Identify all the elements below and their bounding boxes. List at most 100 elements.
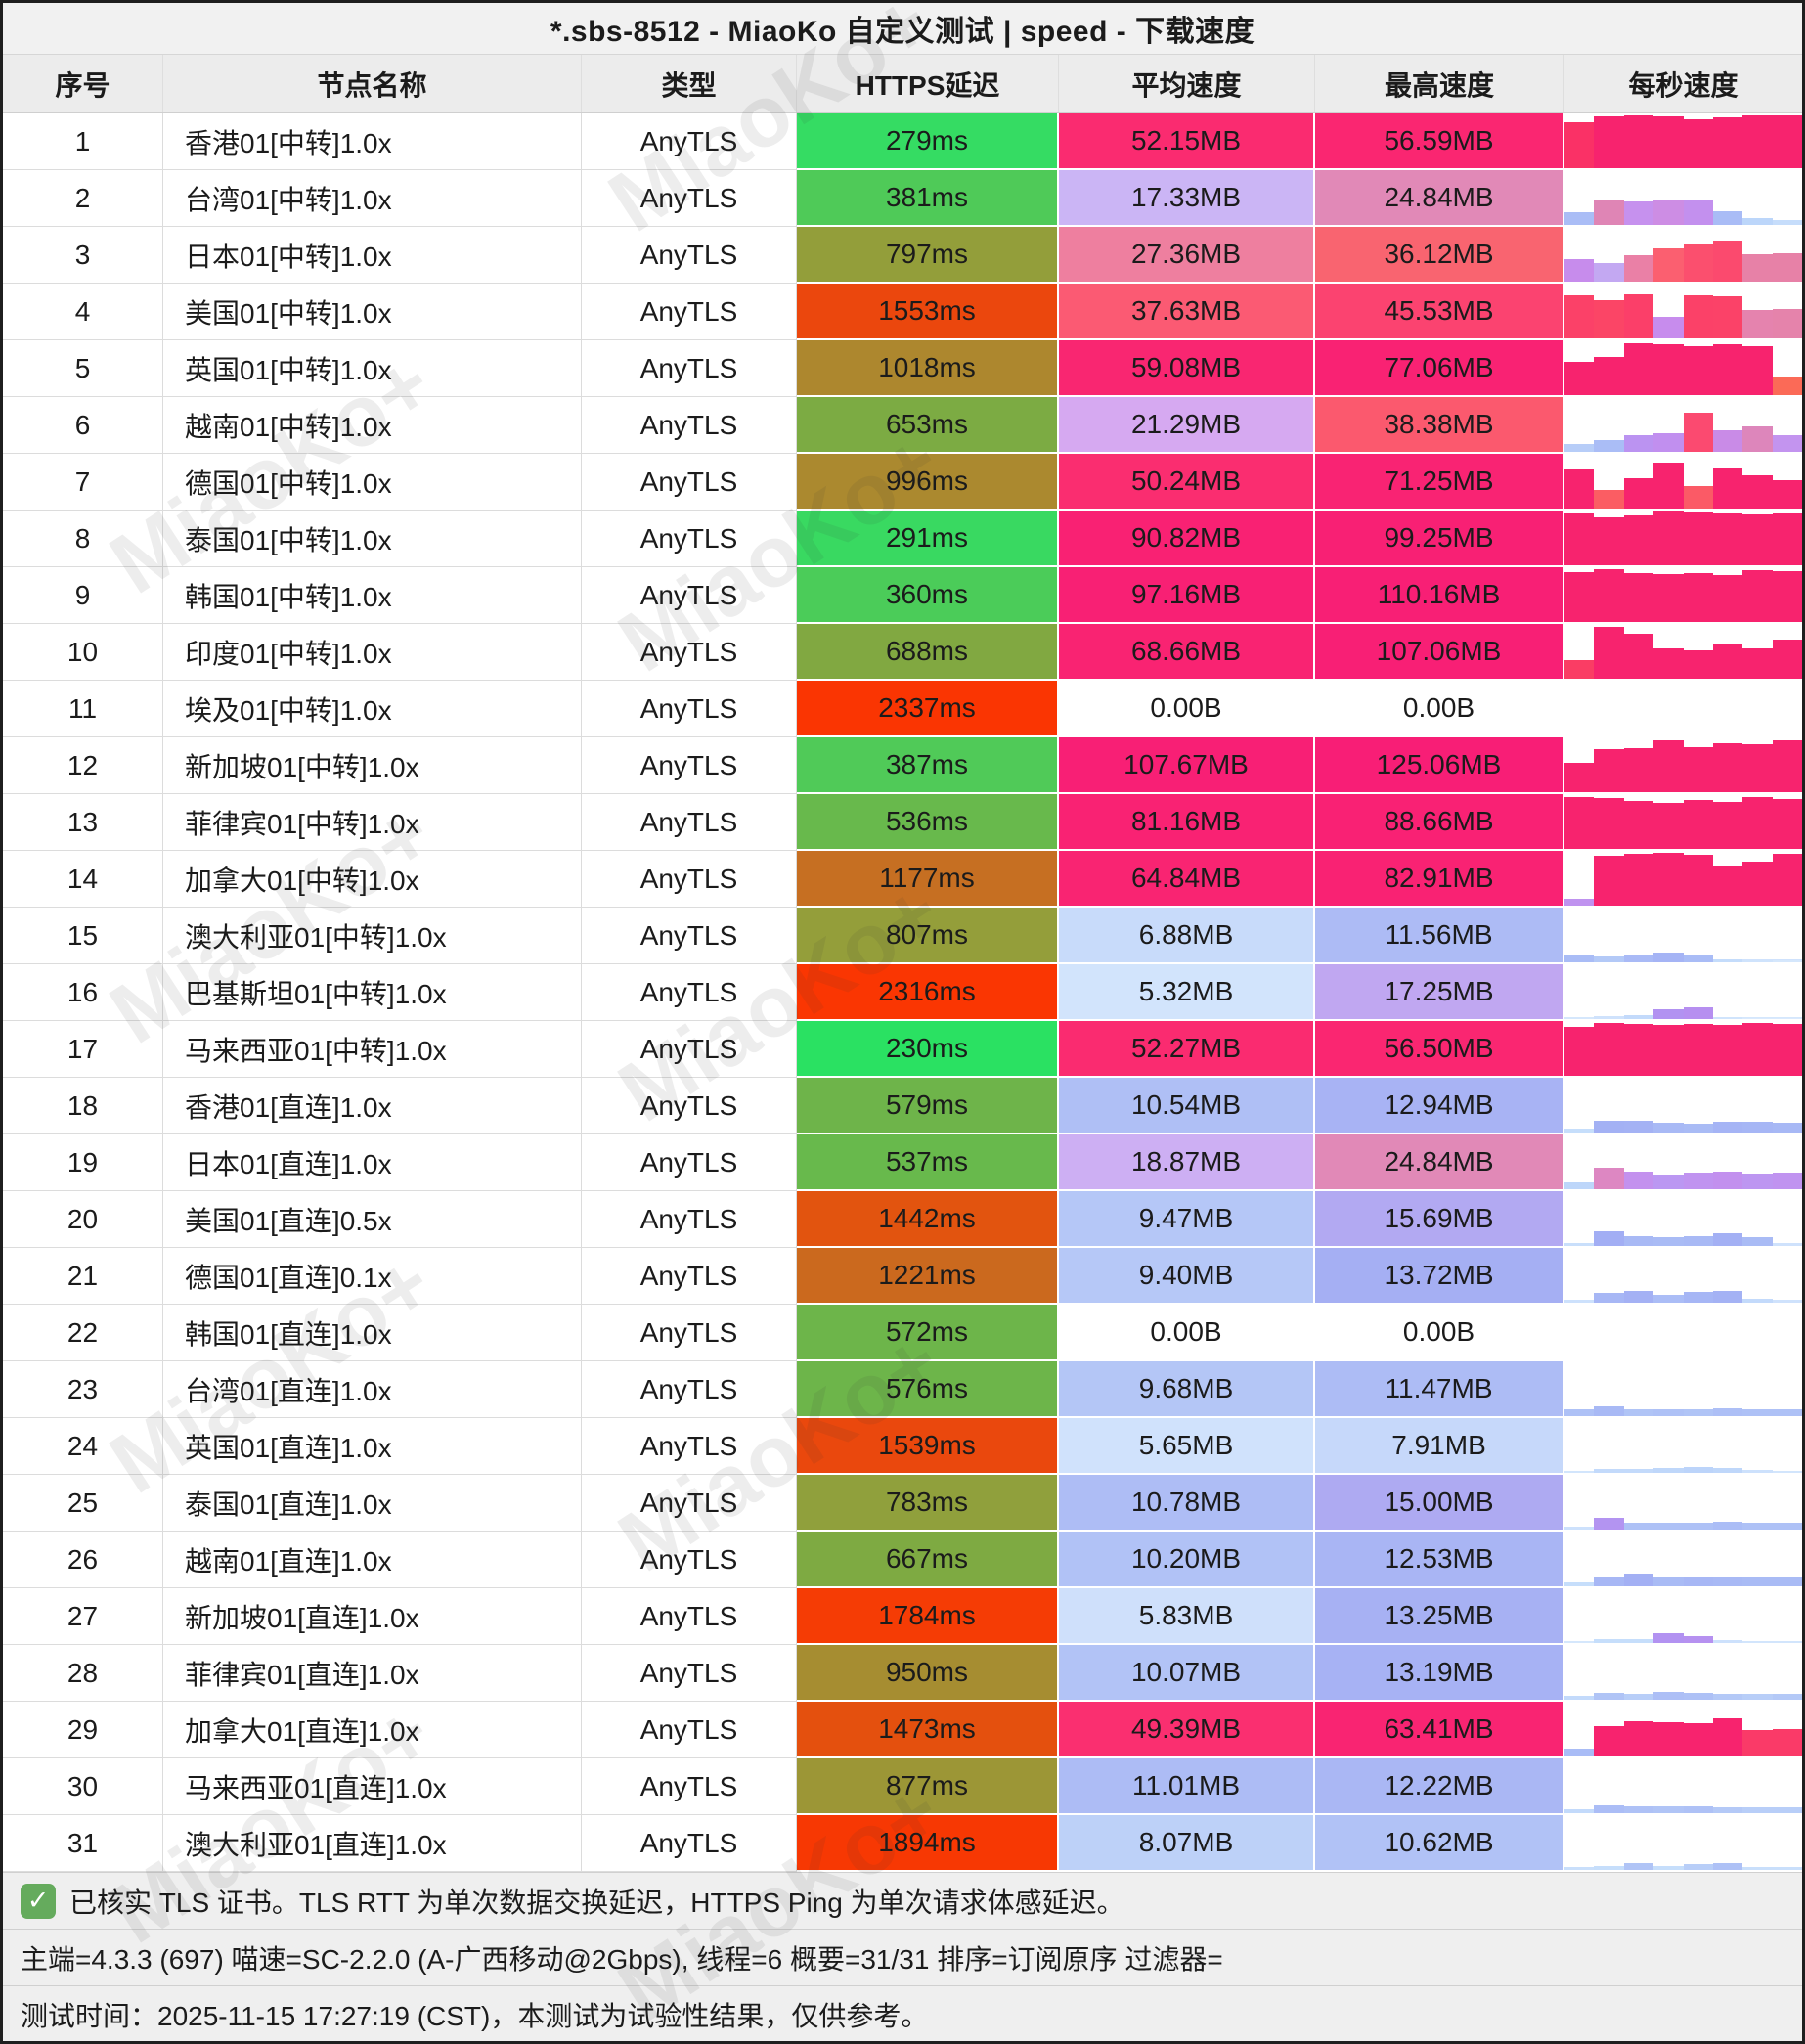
speed-bar [1623, 478, 1654, 509]
row-index: 10 [3, 624, 163, 681]
speed-sparkline [1564, 1134, 1802, 1191]
speed-bar [1772, 479, 1802, 509]
speed-bar [1594, 627, 1624, 679]
col-header-max-speed: 最高速度 [1315, 55, 1564, 112]
sparkline-bars [1564, 1361, 1802, 1416]
col-header-per-second-speed: 每秒速度 [1628, 69, 1739, 101]
row-index: 24 [3, 1418, 163, 1475]
latency-cell: 653ms [797, 397, 1059, 454]
speed-bar [1653, 1008, 1684, 1019]
speed-bar [1772, 960, 1802, 962]
avg-speed-cell: 10.20MB [1059, 1532, 1315, 1588]
node-type: AnyTLS [582, 1305, 797, 1361]
speed-bar [1653, 740, 1684, 792]
speed-bar [1564, 572, 1595, 622]
speed-bar [1683, 199, 1713, 225]
max-speed-cell: 38.38MB [1315, 397, 1564, 454]
latency-cell: 807ms [797, 908, 1059, 964]
speed-bar [1564, 1749, 1595, 1756]
speed-bar [1772, 308, 1802, 338]
speed-sparkline [1564, 1532, 1802, 1588]
speed-bar [1772, 1122, 1802, 1133]
speed-bar [1623, 1522, 1654, 1530]
latency-cell: 537ms [797, 1134, 1059, 1191]
speed-bar [1712, 1232, 1743, 1246]
row-index: 19 [3, 1134, 163, 1191]
speed-bar [1564, 513, 1595, 565]
node-name: 英国01[直连]1.0x [163, 1418, 582, 1475]
table-row: 10 印度01[中转]1.0x AnyTLS 688ms 68.66MB 107.06MB [3, 624, 1802, 681]
row-index: 7 [3, 454, 163, 511]
speed-bar [1772, 1408, 1802, 1416]
speed-bar [1564, 955, 1595, 962]
col-header-node-name: 节点名称 [163, 55, 582, 112]
table-row: 4 美国01[中转]1.0x AnyTLS 1553ms 37.63MB 45.53MB [3, 284, 1802, 340]
speed-bar [1653, 462, 1684, 509]
table-row: 17 马来西亚01[中转]1.0x AnyTLS 230ms 52.27MB 56.50M… [3, 1021, 1802, 1078]
row-index: 25 [3, 1475, 163, 1532]
table-row: 7 德国01[中转]1.0x AnyTLS 996ms 50.24MB 71.25MB [3, 454, 1802, 511]
speed-bar [1683, 1635, 1713, 1643]
speed-bar [1564, 1582, 1595, 1586]
speed-bar [1564, 1470, 1595, 1473]
speed-bar [1564, 1641, 1595, 1643]
node-name: 新加坡01[中转]1.0x [163, 737, 582, 794]
speed-bar [1564, 1866, 1595, 1870]
max-speed-cell: 125.06MB [1315, 737, 1564, 794]
max-speed-cell: 88.66MB [1315, 794, 1564, 851]
check-glyph: ✓ [26, 1886, 50, 1915]
latency-cell: 360ms [797, 567, 1059, 624]
table-row: 18 香港01[直连]1.0x AnyTLS 579ms 10.54MB 12.94MB [3, 1078, 1802, 1134]
speed-bar [1742, 797, 1773, 849]
speed-bar [1683, 1467, 1713, 1473]
node-name: 澳大利亚01[中转]1.0x [163, 908, 582, 964]
latency-cell: 1018ms [797, 340, 1059, 397]
speed-bar [1742, 218, 1773, 225]
speed-bar [1594, 956, 1624, 962]
speed-bar [1683, 649, 1713, 679]
avg-speed-cell: 5.32MB [1059, 964, 1315, 1021]
speed-bar [1623, 114, 1654, 168]
speed-bar [1683, 243, 1713, 282]
speed-bar [1653, 317, 1684, 338]
speed-bar [1653, 953, 1684, 962]
table-row: 29 加拿大01[直连]1.0x AnyTLS 1473ms 49.39MB 63.41M… [3, 1702, 1802, 1758]
max-speed-cell: 0.00B [1315, 681, 1564, 737]
latency-cell: 291ms [797, 511, 1059, 567]
avg-speed-cell: 9.47MB [1059, 1191, 1315, 1248]
node-type: AnyTLS [582, 1418, 797, 1475]
max-speed-cell: 45.53MB [1315, 284, 1564, 340]
speed-bar [1772, 376, 1802, 395]
node-name: 加拿大01[中转]1.0x [163, 851, 582, 908]
avg-speed-cell: 50.24MB [1059, 454, 1315, 511]
footer-test-time: 测试时间：2025-11-15 17:27:19 (CST)，本测试为试验性结果… [3, 1985, 1802, 2041]
speed-bar [1594, 356, 1624, 395]
latency-cell: 1784ms [797, 1588, 1059, 1645]
speed-bar [1623, 1574, 1654, 1586]
speed-bar [1594, 1292, 1624, 1303]
avg-speed-cell: 52.27MB [1059, 1021, 1315, 1078]
avg-speed-cell: 37.63MB [1059, 284, 1315, 340]
speed-bar [1683, 412, 1713, 452]
speed-bar [1594, 1120, 1624, 1133]
row-index: 9 [3, 567, 163, 624]
speed-bar [1623, 1694, 1654, 1700]
speed-bar [1564, 469, 1595, 509]
node-name: 越南01[中转]1.0x [163, 397, 582, 454]
speed-bar [1653, 200, 1684, 225]
speed-bar [1712, 743, 1743, 792]
sparkline-bars [1564, 1191, 1802, 1246]
speed-bar [1653, 1806, 1684, 1813]
speed-bar [1742, 1577, 1773, 1586]
avg-speed-cell: 5.83MB [1059, 1588, 1315, 1645]
node-name: 加拿大01[直连]1.0x [163, 1702, 582, 1758]
speed-bar [1564, 361, 1595, 395]
speed-bar [1623, 1468, 1654, 1473]
sparkline-bars [1564, 681, 1802, 735]
speed-sparkline [1564, 964, 1802, 1021]
speed-bar [1623, 854, 1654, 906]
speed-bar [1712, 1024, 1743, 1076]
speed-bar [1623, 1290, 1654, 1303]
avg-speed-cell: 97.16MB [1059, 567, 1315, 624]
node-name: 美国01[中转]1.0x [163, 284, 582, 340]
